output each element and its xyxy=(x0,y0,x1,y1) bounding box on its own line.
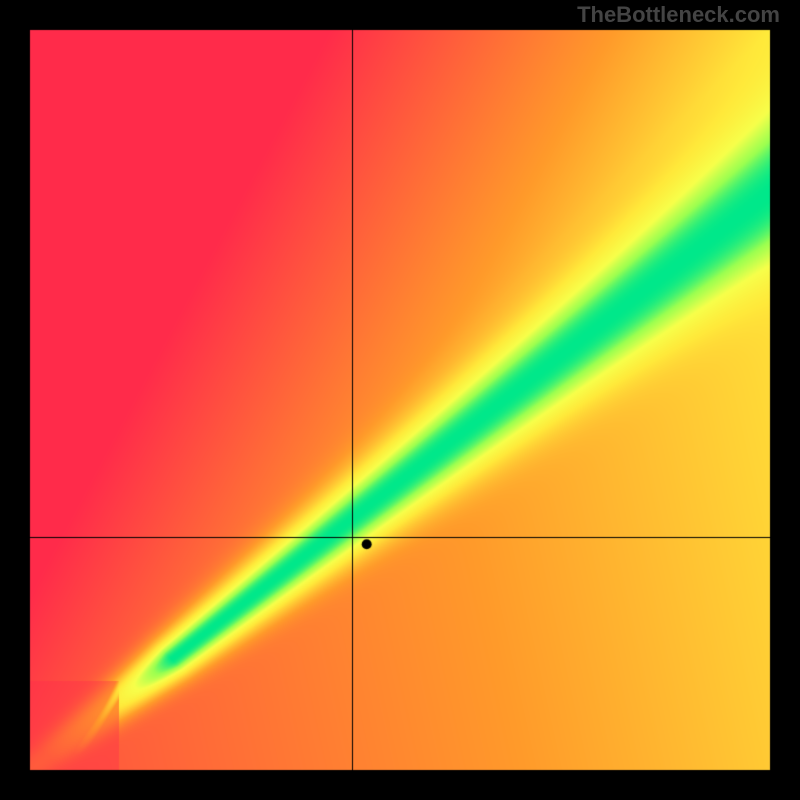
heatmap-canvas xyxy=(0,0,800,800)
chart-container: TheBottleneck.com xyxy=(0,0,800,800)
watermark-text: TheBottleneck.com xyxy=(577,2,780,28)
